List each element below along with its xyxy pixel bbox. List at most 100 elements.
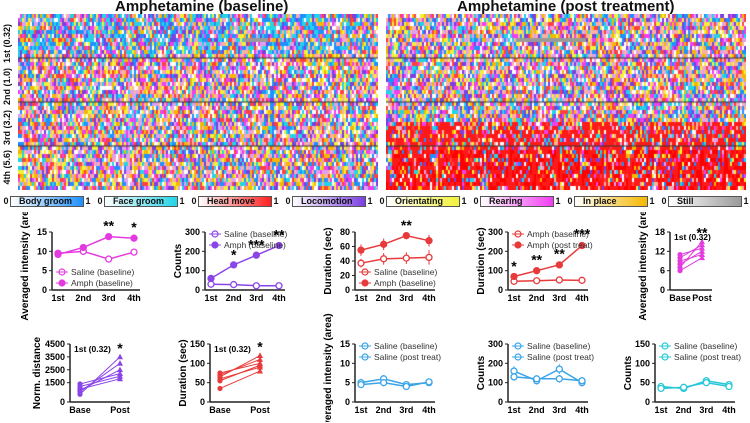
legend-colorbar: Locomotion — [292, 195, 366, 207]
x-tick-label: 3rd — [699, 405, 713, 415]
y-tick-label: 6 — [660, 266, 665, 276]
series-line — [513, 376, 583, 382]
subgroup-label: 1st (0.32) — [74, 344, 111, 354]
data-point — [677, 264, 683, 271]
y-tick-label: 60 — [340, 242, 350, 252]
y-tick-label: 0 — [195, 285, 200, 295]
x-tick-label: Base — [69, 405, 91, 415]
legend-item: 0 Locomotion 1 — [284, 194, 374, 208]
y-tick-label: 0 — [42, 285, 47, 295]
data-point — [207, 274, 215, 283]
x-tick-label: Base — [669, 293, 691, 303]
series-legend-label: Saline (post treat) — [674, 352, 741, 362]
data-point — [699, 244, 705, 251]
legend-min: 0 — [661, 196, 667, 206]
significance-star: ** — [531, 252, 542, 268]
data-point — [555, 365, 563, 373]
x-tick-label: 2nd — [376, 293, 392, 303]
data-point — [380, 255, 388, 263]
legend-item: 0 Head move 1 — [190, 194, 280, 208]
data-point — [380, 379, 388, 387]
data-point — [699, 248, 705, 254]
data-point — [677, 258, 683, 264]
significance-star: * — [231, 246, 237, 262]
data-point — [425, 237, 433, 245]
significance-star: ** — [103, 218, 114, 234]
data-point — [680, 383, 688, 391]
pair-line — [679, 257, 703, 272]
data-point — [79, 243, 87, 252]
pair-line — [79, 356, 121, 395]
x-tick-label: 1st — [354, 293, 367, 303]
y-tick-label: 40 — [340, 256, 350, 266]
data-point — [130, 234, 138, 242]
legend-colorbar: In place — [574, 195, 648, 207]
data-point — [252, 282, 260, 290]
data-point — [117, 366, 123, 373]
y-tick-label: 100 — [190, 358, 205, 368]
y-tick-label: 80 — [340, 227, 350, 237]
data-point — [402, 231, 410, 240]
data-point — [105, 255, 113, 263]
title-baseline: Amphetamine (baseline) — [115, 0, 289, 15]
legend-label: Body groom — [19, 196, 72, 206]
x-tick-label: 2nd — [676, 405, 692, 415]
y-tick-label: 50 — [640, 378, 650, 388]
legend-item: 0 Body groom 1 — [2, 194, 92, 208]
x-tick-label: 2nd — [529, 293, 545, 303]
significance-star: ** — [401, 217, 412, 233]
legend-item: 0 Orientating 1 — [378, 194, 468, 208]
y-tick-label: 1500 — [45, 378, 65, 388]
row-label-4th: 4th (5.6) — [2, 150, 12, 185]
y-tick-label: 0 — [60, 397, 65, 407]
data-point — [578, 377, 586, 385]
legend-item: 0 Rearing 1 — [472, 194, 562, 208]
legend-colorbar: Rearing — [480, 195, 554, 207]
y-tick-label: 18 — [655, 227, 665, 237]
series-line — [57, 250, 135, 260]
data-point — [257, 352, 263, 358]
x-tick-label: 1st — [354, 405, 367, 415]
data-point — [217, 385, 223, 392]
legend-min: 0 — [285, 196, 291, 206]
y-tick-label: 150 — [635, 339, 650, 349]
data-point — [130, 248, 138, 256]
data-point — [699, 251, 705, 257]
row-label-3rd: 3rd (3.2) — [2, 110, 12, 146]
series-legend-label: Amph (post treat) — [527, 240, 593, 250]
row-label-1st: 1st (0.32) — [2, 24, 12, 64]
legend-min: 0 — [3, 196, 9, 206]
data-point — [275, 241, 283, 250]
y-tick-label: 12 — [655, 246, 665, 256]
data-point — [230, 280, 238, 289]
y-axis-label: Counts — [173, 243, 184, 278]
legend-max: 1 — [367, 196, 373, 206]
series-line — [513, 279, 583, 283]
series-line — [57, 235, 135, 256]
data-point — [252, 251, 260, 259]
y-tick-label: 2500 — [45, 365, 65, 375]
series-legend-label: Amph (baseline) — [374, 278, 436, 288]
data-point — [357, 259, 365, 267]
legend-label: Face groom — [113, 196, 165, 206]
data-point — [380, 240, 388, 248]
series-legend-label: Saline (baseline) — [527, 341, 590, 351]
pair-line — [79, 362, 121, 393]
x-tick-label: 4th — [722, 405, 736, 415]
series-legend-label: Saline (baseline) — [374, 267, 437, 277]
legend-label: Orientating — [395, 196, 444, 206]
legend-item: 0 Still 1 — [660, 194, 750, 208]
legend-label: Rearing — [489, 196, 523, 206]
series-legend-label: Saline (baseline) — [674, 341, 737, 351]
x-tick-label: 2nd — [75, 293, 91, 303]
data-point — [217, 370, 223, 376]
y-tick-label: 100 — [488, 266, 503, 276]
series-line — [660, 381, 730, 390]
y-tick-label: 100 — [185, 266, 200, 276]
y-tick-label: 0 — [498, 285, 503, 295]
y-axis-label: Averaged intensity (area) — [323, 313, 334, 422]
charts-panel: 0 5 10 15 1st 2nd 3rd 4th Averaged intensity (ar… — [20, 212, 741, 422]
legend-item: 0 In place 1 — [566, 194, 656, 208]
data-point — [117, 375, 123, 382]
y-tick-label: 300 — [488, 227, 503, 237]
